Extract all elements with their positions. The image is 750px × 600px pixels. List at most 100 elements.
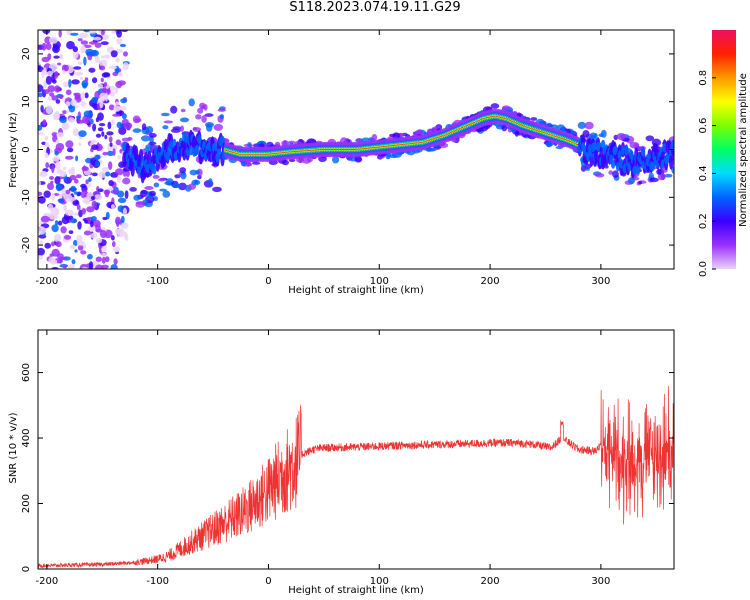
spectrogram-noise-blob: [116, 228, 125, 238]
spectrogram-scatter-blob: [152, 174, 160, 179]
spectrogram-noise-blob: [55, 241, 62, 248]
spectrogram-noise-blob: [74, 71, 83, 76]
spectrogram-scatter-blob: [188, 98, 195, 107]
spectrogram-noise-blob: [74, 178, 79, 184]
spectrogram-noise-blob: [53, 55, 60, 59]
spectrogram-scatter-blob: [161, 112, 170, 117]
spectrogram-noise-blob: [111, 204, 115, 210]
spectrogram-noise-blob: [59, 117, 67, 124]
spectrogram-noise-blob: [59, 256, 67, 260]
spectrogram-noise-blob: [65, 189, 71, 195]
spectrogram-scatter-blob: [625, 135, 635, 144]
spectrogram-noise-blob: [48, 36, 58, 44]
spectrogram-noise-blob: [42, 30, 51, 34]
spectrogram-noise-blob: [116, 121, 123, 129]
spectrogram-noise-blob: [120, 98, 128, 104]
x-tick-label: -100: [146, 576, 169, 587]
spectrogram-scatter-blob: [608, 170, 613, 175]
snr-panel: -200 -100 0 100 200 300 0 200 400 600 Height of …: [8, 329, 675, 596]
spectrogram-ridge-mark: [619, 158, 624, 169]
spectrogram-noise-blob: [94, 194, 103, 201]
spectrogram-ridge-mark: [133, 145, 139, 161]
spectrogram-scatter-blob: [163, 120, 173, 124]
spectrogram-scatter-blob: [414, 130, 424, 135]
spectrogram-noise-blob: [49, 92, 55, 97]
spectrogram-scatter-blob: [439, 142, 449, 148]
spectrogram-scatter-blob: [645, 135, 655, 142]
y-tick-label: 10: [21, 95, 32, 108]
spectrogram-noise-blob: [38, 66, 41, 71]
spectrogram-noise-blob: [90, 220, 94, 228]
spectrogram-ridge-mark: [590, 142, 596, 153]
spectrogram-scatter-blob: [148, 141, 157, 146]
spectrogram-scatter-blob: [195, 114, 202, 120]
spectrogram-noise-blob: [88, 225, 96, 232]
spectrogram-noise-blob: [58, 193, 63, 198]
spectrogram-noise-blob: [77, 221, 82, 230]
spectrogram-noise-blob: [52, 156, 60, 162]
spectrogram-scatter-blob: [133, 194, 141, 201]
spectrogram-noise-blob: [74, 249, 78, 253]
spectrogram-scatter-blob: [208, 178, 213, 186]
spectrogram-noise-blob: [116, 174, 122, 183]
spectrogram-noise-blob: [81, 208, 87, 215]
spectrogram-noise-blob: [94, 55, 101, 64]
spectrogram-noise-blob: [47, 182, 54, 191]
spectrogram-noise-blob: [115, 38, 124, 43]
spectrogram-noise-blob: [61, 216, 70, 225]
spectrogram-scatter-blob: [371, 134, 378, 141]
spectrogram-noise-blob: [48, 257, 55, 264]
spectrogram-noise-blob: [65, 140, 74, 149]
spectrogram-noise-blob: [105, 211, 110, 220]
spectrogram-noise-blob: [54, 85, 61, 93]
spectrogram-noise-blob: [115, 81, 123, 89]
y-tick-label: -20: [21, 237, 32, 253]
snr-plot-area: [38, 330, 674, 569]
spectrogram-noise-blob: [41, 42, 47, 51]
spectrogram-noise-blob: [38, 255, 43, 260]
spectrogram-noise-blob: [91, 96, 99, 104]
spectrogram-noise-blob: [101, 252, 107, 257]
spectrogram-noise-blob: [102, 87, 107, 93]
spectrogram-scatter-blob: [172, 126, 181, 130]
spectrogram-noise-blob: [81, 266, 89, 269]
spectrogram-noise-blob: [92, 77, 98, 84]
spectrogram-noise-blob: [58, 53, 64, 60]
spectrogram-scatter-blob: [135, 201, 145, 208]
spectrogram-scatter-blob: [389, 153, 397, 159]
spectrogram-ridge-mark: [617, 150, 622, 160]
spectrogram-noise-blob: [91, 144, 99, 150]
spectrogram-noise-blob: [108, 161, 113, 170]
spectrogram-scatter-blob: [501, 124, 508, 132]
spectrogram-noise-blob: [55, 139, 60, 144]
spectrogram-noise-blob: [62, 265, 67, 269]
spectrogram-noise-blob: [112, 113, 121, 117]
spectrogram-noise-blob: [115, 168, 124, 176]
spectrogram-noise-blob: [61, 122, 70, 131]
spectrogram-noise-blob: [103, 72, 111, 78]
spectrogram-noise-blob: [117, 205, 125, 213]
spectrogram-scatter-blob: [212, 186, 222, 193]
x-tick-label: 100: [370, 576, 389, 587]
x-tick-label: -200: [36, 576, 59, 587]
spectrogram-noise-blob: [111, 119, 115, 126]
spectrogram-noise-blob: [100, 55, 105, 59]
spectrogram-ridge-mark: [130, 161, 135, 177]
spectrogram-noise-blob: [101, 34, 109, 40]
spectrogram-noise-blob: [123, 51, 128, 57]
spectrogram-scatter-blob: [356, 138, 362, 143]
spectrogram-scatter-blob: [178, 182, 187, 191]
spectrogram-noise-blob: [76, 115, 81, 119]
spectrogram-noise-blob: [107, 187, 115, 191]
spectrogram-noise-blob: [75, 105, 79, 109]
spectrogram-noise-blob: [102, 166, 109, 172]
spectrogram-scatter-blob: [638, 181, 643, 185]
y-tick-label: 0: [21, 566, 32, 572]
spectrogram-scatter-blob: [148, 133, 157, 138]
spectrogram-ridge-mark: [660, 159, 666, 169]
spectrogram-noise-blob: [38, 124, 43, 131]
spectrogram-scatter-blob: [132, 128, 142, 133]
colorbar-gradient: [712, 30, 736, 269]
spectrogram-noise-blob: [77, 61, 83, 65]
